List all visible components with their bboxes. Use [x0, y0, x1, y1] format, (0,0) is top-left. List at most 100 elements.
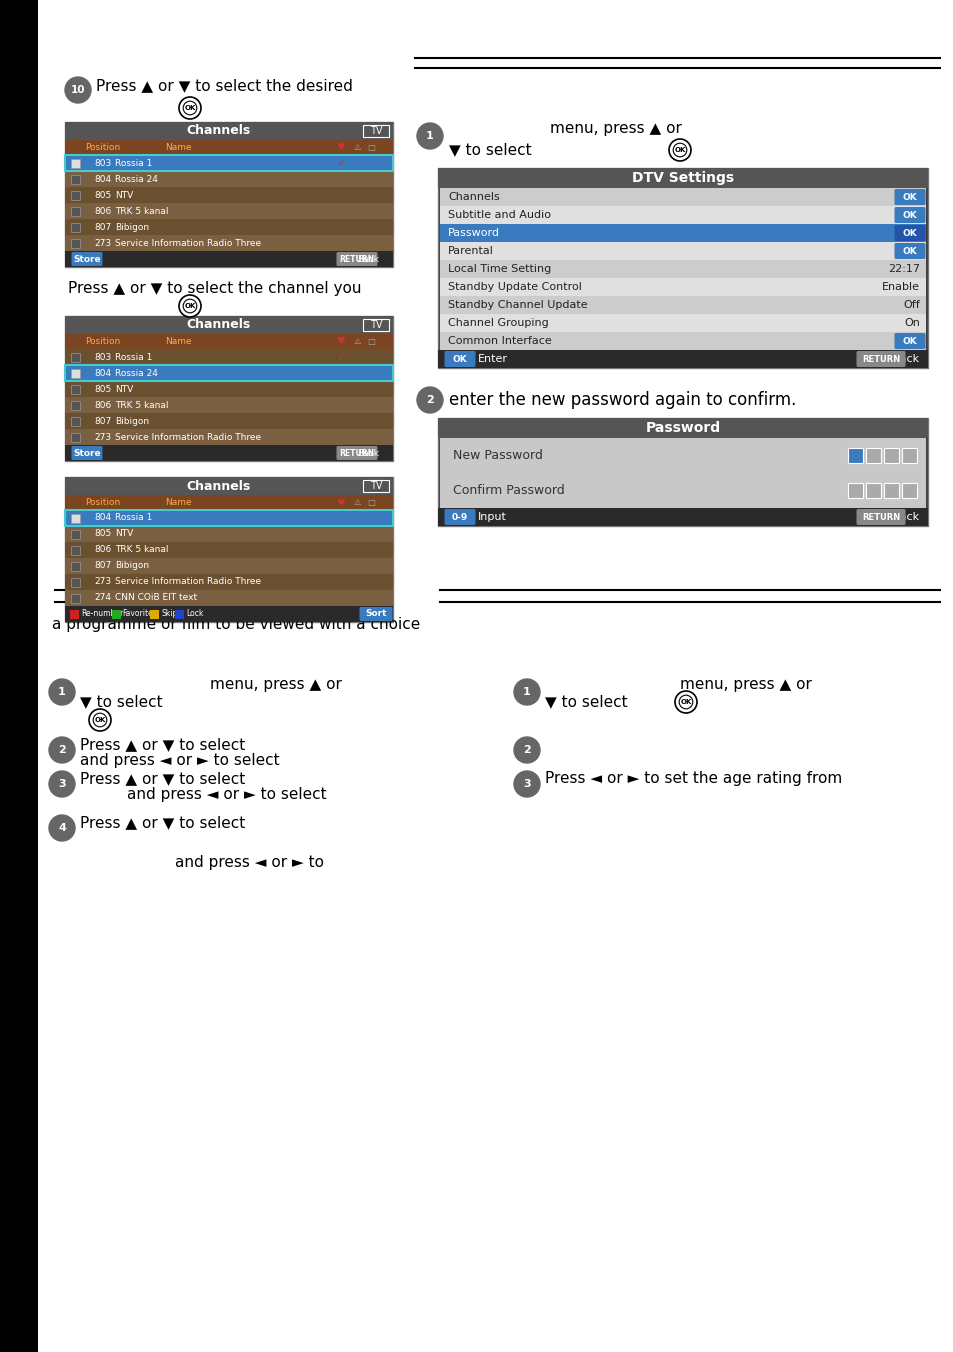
- Bar: [439, 206, 925, 224]
- Circle shape: [93, 714, 107, 727]
- FancyBboxPatch shape: [71, 251, 102, 266]
- Text: OK: OK: [94, 717, 106, 723]
- FancyBboxPatch shape: [359, 607, 392, 621]
- Bar: [65, 381, 393, 397]
- Bar: [71, 191, 80, 200]
- Bar: [65, 187, 393, 203]
- Bar: [65, 412, 393, 429]
- Bar: [65, 365, 393, 381]
- Circle shape: [675, 691, 697, 713]
- Bar: [71, 416, 80, 426]
- Text: Name: Name: [165, 143, 192, 151]
- Text: □: □: [367, 498, 375, 507]
- Bar: [71, 514, 80, 523]
- Text: Sort: Sort: [365, 610, 386, 618]
- Text: Bibigon: Bibigon: [115, 416, 149, 426]
- FancyBboxPatch shape: [71, 446, 102, 460]
- Circle shape: [179, 97, 201, 119]
- Circle shape: [89, 708, 111, 731]
- Text: ♥: ♥: [336, 142, 345, 153]
- Text: menu, press ▲ or: menu, press ▲ or: [679, 677, 811, 692]
- Bar: [65, 526, 393, 542]
- Text: Back: Back: [356, 254, 378, 264]
- Text: TRK 5 kanal: TRK 5 kanal: [115, 545, 169, 554]
- Text: RETURN: RETURN: [861, 512, 900, 522]
- Text: Press ▲ or ▼ to select the channel you: Press ▲ or ▼ to select the channel you: [68, 280, 361, 296]
- Text: 805: 805: [94, 191, 112, 200]
- Text: Press ▲ or ▼ to select: Press ▲ or ▼ to select: [80, 772, 245, 787]
- Text: menu, press ▲ or: menu, press ▲ or: [210, 677, 341, 692]
- Text: 805: 805: [94, 530, 112, 538]
- Bar: [883, 483, 898, 498]
- Circle shape: [49, 679, 75, 704]
- Text: ✓: ✓: [336, 352, 345, 362]
- Text: Off: Off: [902, 300, 919, 310]
- Text: Input: Input: [477, 512, 506, 522]
- Text: Press ▲ or ▼ to select: Press ▲ or ▼ to select: [80, 737, 245, 753]
- Bar: [71, 402, 80, 410]
- Bar: [65, 589, 393, 606]
- Text: 805: 805: [94, 384, 112, 393]
- FancyBboxPatch shape: [856, 508, 904, 525]
- Text: 806: 806: [94, 207, 112, 215]
- Bar: [439, 188, 925, 206]
- Bar: [363, 480, 389, 492]
- Bar: [65, 251, 393, 266]
- Bar: [71, 433, 80, 442]
- FancyBboxPatch shape: [444, 352, 475, 366]
- Text: 803: 803: [94, 353, 112, 361]
- FancyBboxPatch shape: [336, 251, 377, 266]
- Text: Standby Channel Update: Standby Channel Update: [448, 300, 587, 310]
- Circle shape: [179, 295, 201, 316]
- Text: Service Information Radio Three: Service Information Radio Three: [115, 433, 261, 442]
- Text: ♥: ♥: [336, 337, 345, 346]
- Text: Position: Position: [85, 498, 120, 507]
- Text: Position: Position: [85, 143, 120, 151]
- Text: and press ◄ or ► to: and press ◄ or ► to: [174, 854, 324, 869]
- Bar: [71, 579, 80, 587]
- Bar: [0, 0, 38, 1352]
- Bar: [65, 510, 393, 526]
- Text: □: □: [367, 143, 375, 151]
- Bar: [71, 239, 80, 247]
- Bar: [847, 483, 862, 498]
- Bar: [112, 610, 121, 619]
- Text: Store: Store: [73, 449, 101, 457]
- Circle shape: [49, 771, 75, 796]
- Text: menu, press ▲ or: menu, press ▲ or: [550, 120, 681, 135]
- Text: TRK 5 kanal: TRK 5 kanal: [115, 400, 169, 410]
- Text: Standby Update Control: Standby Update Control: [448, 283, 581, 292]
- Bar: [65, 477, 393, 495]
- Text: Channels: Channels: [448, 192, 499, 201]
- Bar: [65, 316, 393, 334]
- Text: 807: 807: [94, 223, 112, 231]
- Text: 2: 2: [426, 395, 434, 406]
- Text: ⚠: ⚠: [353, 337, 360, 346]
- Circle shape: [673, 143, 686, 157]
- Text: RETURN: RETURN: [339, 449, 375, 457]
- Text: RETURN: RETURN: [861, 354, 900, 364]
- Circle shape: [514, 737, 539, 763]
- FancyBboxPatch shape: [894, 207, 924, 223]
- Text: OK: OK: [184, 303, 195, 310]
- Bar: [65, 122, 393, 266]
- Text: Enable: Enable: [882, 283, 919, 292]
- Text: RETURN: RETURN: [339, 254, 375, 264]
- Text: 2: 2: [58, 745, 66, 754]
- Circle shape: [679, 695, 692, 708]
- Text: Name: Name: [165, 498, 192, 507]
- Text: Store: Store: [73, 254, 101, 264]
- Text: 2: 2: [522, 745, 530, 754]
- Text: Enter: Enter: [477, 354, 507, 364]
- Bar: [65, 141, 393, 155]
- FancyBboxPatch shape: [444, 508, 475, 525]
- Text: ▼ to select: ▼ to select: [449, 142, 531, 157]
- Bar: [847, 448, 862, 462]
- Circle shape: [183, 299, 196, 312]
- FancyBboxPatch shape: [856, 352, 904, 366]
- Text: Skip: Skip: [161, 610, 177, 618]
- Text: 807: 807: [94, 416, 112, 426]
- Text: DTV Settings: DTV Settings: [631, 170, 733, 185]
- Bar: [71, 530, 80, 539]
- Text: ▼ to select: ▼ to select: [80, 695, 162, 710]
